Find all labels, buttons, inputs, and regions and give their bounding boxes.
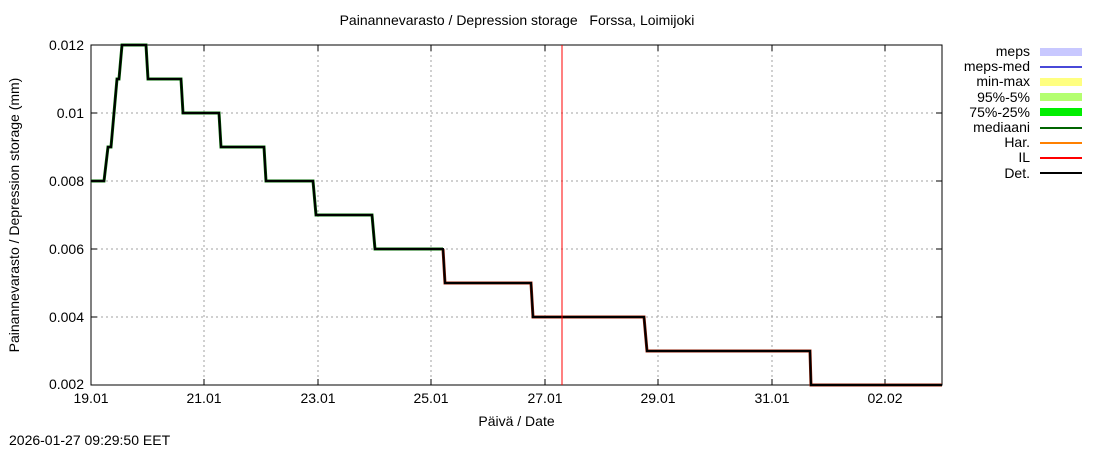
- y-tick: 0.01: [56, 105, 84, 121]
- chart-title: Painannevarasto / Depression storage For…: [339, 12, 695, 28]
- y-tick: 0.004: [48, 309, 84, 325]
- legend-item-min-max: min-max: [940, 74, 1090, 89]
- x-tick: 31.01: [754, 390, 790, 406]
- legend-item-meps: meps: [940, 44, 1090, 59]
- legend-swatch: [1040, 172, 1082, 175]
- legend-item-har: Har.: [940, 135, 1090, 150]
- grid: [91, 45, 942, 385]
- x-tick: 19.01: [73, 390, 109, 406]
- legend-swatch: [1040, 93, 1082, 102]
- y-tick: 0.006: [48, 241, 84, 257]
- legend-swatch: [1040, 108, 1082, 117]
- generated-timestamp: 2026-01-27 09:29:50 EET: [9, 432, 171, 448]
- y-tick: 0.008: [48, 173, 84, 189]
- x-tick: 21.01: [186, 390, 222, 406]
- tick-marks: [91, 45, 942, 385]
- x-tick: 25.01: [413, 390, 449, 406]
- legend-swatch: [1040, 77, 1082, 86]
- plot-frame: [90, 44, 943, 386]
- legend: meps meps-med min-max 95%-5% 75%-25% med…: [940, 44, 1090, 181]
- series-det: [91, 44, 942, 386]
- x-axis-label: Päivä / Date: [478, 413, 555, 429]
- legend-swatch: [1040, 126, 1082, 129]
- x-tick: 23.01: [300, 390, 336, 406]
- legend-item-75-25: 75%-25%: [940, 104, 1090, 120]
- legend-item-det: Det.: [940, 165, 1090, 181]
- x-tick: 27.01: [527, 390, 563, 406]
- legend-swatch: [1040, 47, 1082, 56]
- x-tick: 02.02: [867, 390, 903, 406]
- legend-swatch: [1040, 141, 1082, 144]
- legend-swatch: [1040, 65, 1082, 68]
- legend-swatch: [1040, 156, 1082, 159]
- y-tick: 0.002: [48, 376, 84, 392]
- legend-item-95-5: 95%-5%: [940, 89, 1090, 105]
- legend-item-mediaani: mediaani: [940, 120, 1090, 135]
- legend-item-il: IL: [940, 150, 1090, 165]
- series-mediaani: [91, 43, 443, 251]
- x-tick: 29.01: [640, 390, 676, 406]
- y-tick: 0.012: [48, 37, 84, 53]
- legend-item-meps-med: meps-med: [940, 59, 1090, 74]
